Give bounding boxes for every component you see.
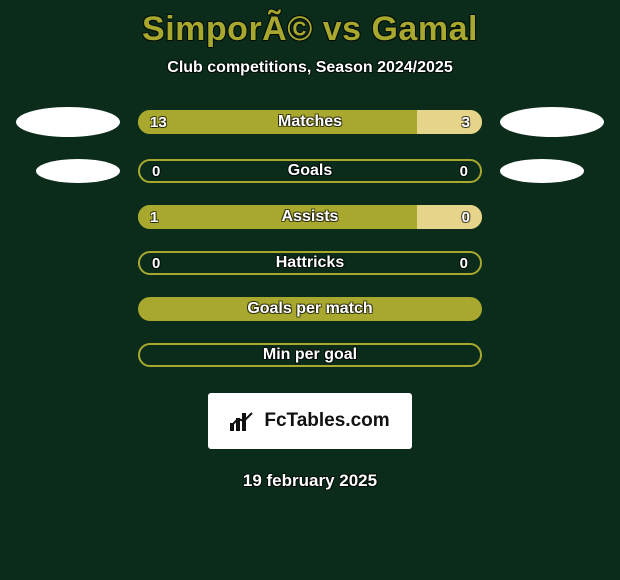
player1-avatar: [36, 159, 120, 183]
stat-value-player2: 0: [460, 253, 468, 273]
stat-value-player1: 0: [152, 253, 160, 273]
stat-label: Goals per match: [138, 297, 482, 321]
stat-bar: 10Assists: [138, 205, 482, 229]
stat-bar: 0 0Hattricks: [138, 251, 482, 275]
stat-value-player1: 0: [152, 161, 160, 181]
stat-row: 0 0Hattricks: [10, 251, 610, 275]
stat-seg-player1: [138, 110, 417, 134]
player2-avatar: [500, 159, 584, 183]
stat-row: 133Matches: [10, 107, 610, 137]
stat-bar: 133Matches: [138, 110, 482, 134]
stat-value-player2: 0: [460, 161, 468, 181]
date-text: 19 february 2025: [0, 471, 620, 491]
stat-row: Min per goal: [10, 343, 610, 367]
comparison-card: SimporÃ© vs Gamal Club competitions, Sea…: [0, 0, 620, 580]
stat-label: Goals: [140, 161, 480, 181]
stat-seg-player2: [417, 205, 482, 229]
stat-label: Min per goal: [140, 345, 480, 365]
stat-seg-player1: [138, 205, 417, 229]
brand-logo-icon: [230, 411, 256, 431]
stat-row: Goals per match: [10, 297, 610, 321]
brand-badge[interactable]: FcTables.com: [208, 393, 411, 449]
stat-row: 0 0Goals: [10, 159, 610, 183]
stat-bar: Goals per match: [138, 297, 482, 321]
stat-bar: 0 0Goals: [138, 159, 482, 183]
page-title: SimporÃ© vs Gamal: [0, 10, 620, 49]
player2-avatar: [500, 107, 604, 137]
brand-text: FcTables.com: [264, 410, 389, 432]
stat-row: 10Assists: [10, 205, 610, 229]
stat-label: Hattricks: [140, 253, 480, 273]
stats-container: 133Matches00Goals10Assists00HattricksGoa…: [0, 107, 620, 367]
stat-seg-player2: [417, 110, 482, 134]
player1-avatar: [16, 107, 120, 137]
stat-bar: Min per goal: [138, 343, 482, 367]
subtitle: Club competitions, Season 2024/2025: [0, 59, 620, 77]
